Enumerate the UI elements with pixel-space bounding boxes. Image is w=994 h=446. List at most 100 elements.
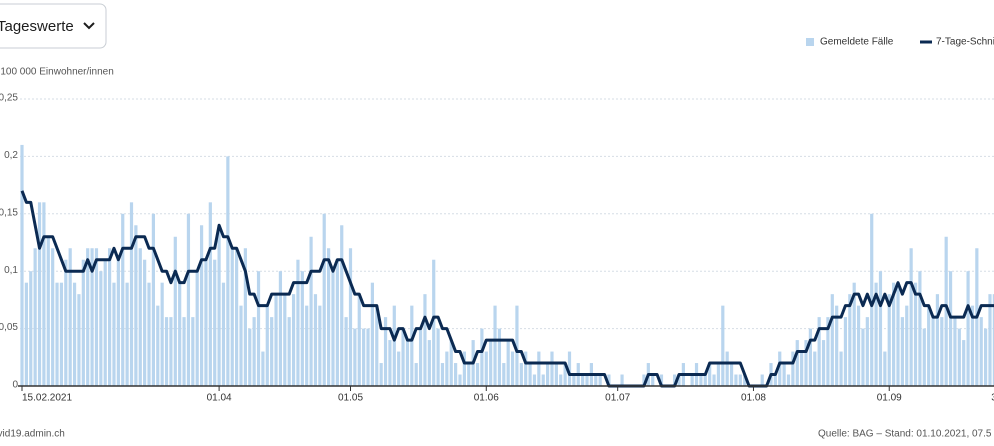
line <box>20 190 994 388</box>
bar <box>33 248 37 386</box>
y-tick-label: 0,15 <box>0 207 18 218</box>
bar <box>322 213 326 386</box>
bar <box>265 305 269 386</box>
bar <box>454 363 458 386</box>
bar <box>598 374 602 386</box>
bar <box>773 374 777 386</box>
bar <box>462 351 466 386</box>
bar <box>410 305 414 386</box>
bar <box>874 282 878 386</box>
bar <box>405 340 410 386</box>
bar <box>484 351 488 386</box>
bar <box>344 317 348 386</box>
bar <box>20 144 24 386</box>
view-select[interactable]: Tageswerte <box>0 3 107 49</box>
bar <box>427 340 431 386</box>
bar <box>309 236 313 386</box>
bar <box>992 294 994 386</box>
bar <box>143 259 147 386</box>
bar <box>813 351 817 386</box>
select-label[interactable]: Tageswerte <box>0 18 74 35</box>
bar <box>804 340 808 386</box>
legend-label: 7-Tage-Schnitt <box>936 37 994 48</box>
bar <box>414 363 418 386</box>
bar <box>94 248 99 386</box>
x-tick-label: 01.04 <box>207 393 232 404</box>
bar <box>467 363 471 386</box>
bar <box>725 351 729 386</box>
y-tick-label: 0,1 <box>4 265 18 276</box>
bar <box>782 363 786 386</box>
bar <box>734 374 738 386</box>
bar <box>256 271 261 386</box>
bar <box>948 271 953 386</box>
bar <box>287 317 291 386</box>
bar <box>870 213 874 386</box>
bar <box>826 317 830 386</box>
source-link: covid19.admin.ch <box>0 429 65 440</box>
bar <box>835 305 839 386</box>
bar <box>528 363 532 386</box>
legend-swatch <box>806 38 814 46</box>
bar <box>953 317 957 386</box>
bar <box>173 236 177 386</box>
bar <box>235 248 239 386</box>
bar <box>502 363 506 386</box>
bar <box>195 271 199 386</box>
x-tick-label: 01.09 <box>877 393 902 404</box>
legend-item: 7-Tage-Schnitt <box>920 37 994 48</box>
bar <box>940 317 944 386</box>
bar <box>922 328 926 386</box>
bar <box>116 259 120 386</box>
bar <box>370 282 374 386</box>
bar <box>712 374 716 386</box>
y-tick-label: 0,05 <box>0 322 18 333</box>
bar <box>830 294 834 386</box>
bar <box>927 305 931 386</box>
bar <box>90 248 94 386</box>
bar <box>112 282 116 386</box>
bar <box>230 248 234 386</box>
bar <box>567 351 572 386</box>
bar <box>125 282 129 386</box>
bar <box>887 294 891 386</box>
x-tick-label: 01.08 <box>741 393 766 404</box>
bar <box>515 305 519 386</box>
bar <box>291 294 296 386</box>
bar <box>221 282 226 386</box>
bar <box>138 248 142 386</box>
bar <box>918 271 922 386</box>
bar <box>703 374 707 386</box>
bar <box>252 317 256 386</box>
bar <box>449 340 453 386</box>
bar <box>55 282 59 386</box>
bar <box>808 328 812 386</box>
bar <box>541 374 545 386</box>
bar <box>984 328 988 386</box>
bar <box>51 248 55 386</box>
bar <box>979 317 983 386</box>
bar <box>397 351 401 386</box>
bar <box>340 225 344 386</box>
bar <box>537 351 541 386</box>
bar <box>300 271 304 386</box>
bar <box>59 282 64 386</box>
bar <box>164 317 169 386</box>
x-tick-label: 15.02.2021 <box>22 393 72 404</box>
select-box[interactable] <box>0 3 107 49</box>
bar <box>458 374 462 386</box>
chevron[interactable] <box>83 22 95 30</box>
bar <box>213 259 217 386</box>
bar <box>800 351 804 386</box>
bar <box>64 259 68 386</box>
bar <box>199 225 204 386</box>
bar <box>848 294 852 386</box>
bar <box>208 202 212 386</box>
bar <box>970 305 975 386</box>
bar <box>935 294 940 386</box>
bar <box>699 374 703 386</box>
bar <box>217 225 221 386</box>
plot: 0 0,05 0,1 0,15 0,2 0,25 15.02.2021 01.04 01.05 0… <box>0 93 994 404</box>
bar <box>108 248 112 386</box>
bar <box>909 248 913 386</box>
